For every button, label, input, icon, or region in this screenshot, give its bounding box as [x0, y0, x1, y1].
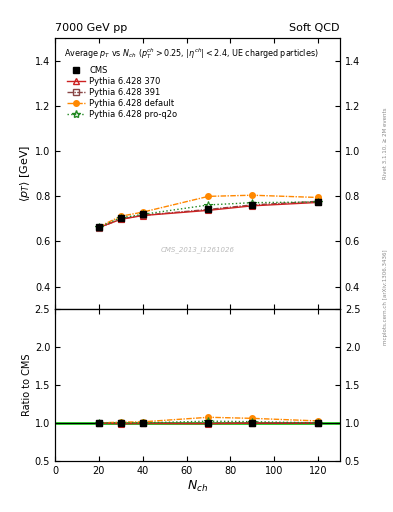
Text: Rivet 3.1.10, ≥ 2M events: Rivet 3.1.10, ≥ 2M events: [383, 108, 387, 179]
Text: mcplots.cern.ch [arXiv:1306.3436]: mcplots.cern.ch [arXiv:1306.3436]: [383, 249, 387, 345]
Y-axis label: $\langle p_T \rangle$ [GeV]: $\langle p_T \rangle$ [GeV]: [18, 145, 32, 202]
Text: 7000 GeV pp: 7000 GeV pp: [55, 23, 127, 33]
Text: Average $p_T$ vs $N_{ch}$ ($p_T^{ch}>0.25$, $|\eta^{ch}|<2.4$, UE charged partic: Average $p_T$ vs $N_{ch}$ ($p_T^{ch}>0.2…: [64, 47, 318, 61]
Text: CMS_2013_I1261026: CMS_2013_I1261026: [160, 246, 235, 253]
Legend: CMS, Pythia 6.428 370, Pythia 6.428 391, Pythia 6.428 default, Pythia 6.428 pro-: CMS, Pythia 6.428 370, Pythia 6.428 391,…: [65, 64, 179, 121]
X-axis label: $N_{ch}$: $N_{ch}$: [187, 478, 208, 494]
Y-axis label: Ratio to CMS: Ratio to CMS: [22, 354, 32, 416]
Text: Soft QCD: Soft QCD: [290, 23, 340, 33]
